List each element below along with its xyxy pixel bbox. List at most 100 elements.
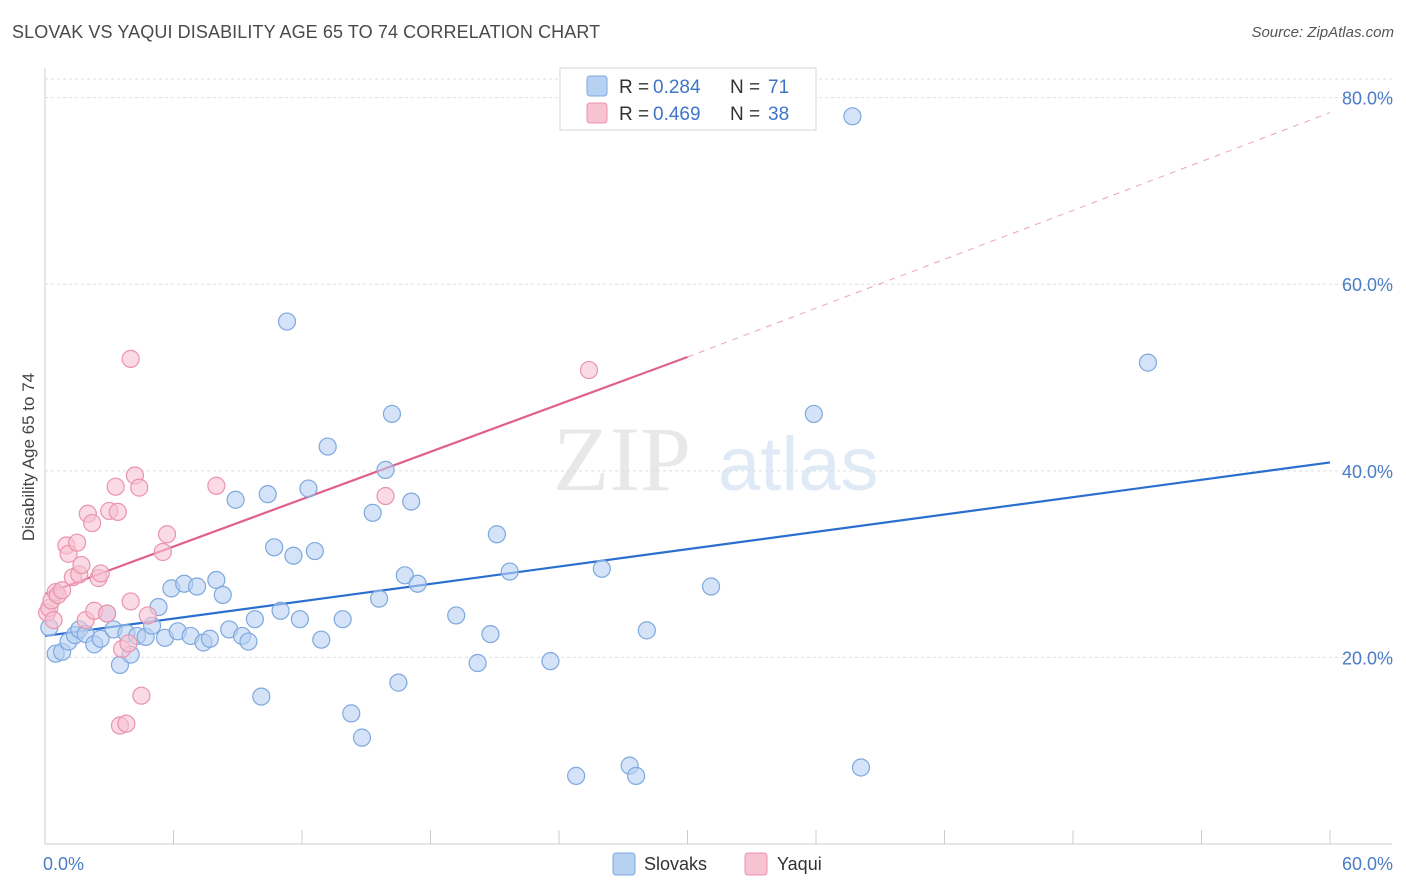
x-tick-label-start: 0.0% <box>43 854 84 874</box>
point-yaqui-34 <box>157 525 177 544</box>
data-points <box>38 107 1158 785</box>
point-slovaks-31 <box>239 632 258 651</box>
point-yaqui-22 <box>108 502 127 521</box>
point-slovaks-51 <box>389 673 408 692</box>
x-tick-label-end: 60.0% <box>1342 854 1393 874</box>
point-slovaks-33 <box>252 687 271 706</box>
point-slovaks-43 <box>318 437 337 456</box>
bottom-legend-label-slovaks: Slovaks <box>644 854 707 874</box>
tick-labels: 20.0% 40.0% 60.0% 80.0% 0.0% 60.0% <box>43 89 1393 874</box>
grid-lines <box>45 78 1392 658</box>
legend-r-label-slovaks: R = <box>619 77 649 98</box>
point-slovaks-67 <box>804 404 823 424</box>
y-tick-label-40: 40.0% <box>1342 462 1393 482</box>
bottom-legend-swatch-slovaks <box>612 852 636 876</box>
point-slovaks-53 <box>402 492 421 511</box>
point-yaqui-3 <box>44 610 63 630</box>
point-slovaks-57 <box>481 624 500 644</box>
point-slovaks-37 <box>277 312 297 331</box>
y-axis-title: Disability Age 65 to 74 <box>19 373 38 541</box>
point-slovaks-52 <box>395 566 414 585</box>
trend-lines <box>44 112 1331 638</box>
point-slovaks-27 <box>213 585 232 605</box>
point-slovaks-40 <box>299 479 318 498</box>
point-yaqui-25 <box>117 714 136 733</box>
point-yaqui-10 <box>68 533 87 552</box>
point-yaqui-26 <box>119 634 138 653</box>
point-slovaks-44 <box>333 610 352 629</box>
bottom-legend-label-yaqui: Yaqui <box>777 854 822 874</box>
point-yaqui-27 <box>121 592 140 611</box>
trend-line-slovaks <box>44 461 1331 638</box>
point-yaqui-19 <box>98 604 117 623</box>
watermark-atlas: atlas <box>718 422 879 507</box>
point-slovaks-42 <box>312 630 331 649</box>
legend-n-value-slovaks: 71 <box>768 77 789 98</box>
point-yaqui-31 <box>132 686 151 705</box>
legend-r-label-yaqui: R = <box>619 104 649 125</box>
chart-title: SLOVAK VS YAQUI DISABILITY AGE 65 TO 74 … <box>12 22 601 42</box>
point-slovaks-46 <box>352 728 372 747</box>
legend-n-label-slovaks: N = <box>730 77 760 98</box>
point-slovaks-60 <box>541 652 560 671</box>
point-yaqui-6 <box>53 581 72 600</box>
point-slovaks-65 <box>637 621 656 640</box>
point-slovaks-66 <box>701 577 721 596</box>
point-slovaks-70 <box>1138 353 1158 372</box>
point-slovaks-48 <box>370 589 389 608</box>
y-tick-label-80: 80.0% <box>1342 89 1393 109</box>
trend-line-yaqui <box>44 355 688 596</box>
point-yaqui-32 <box>138 606 157 625</box>
point-yaqui-35 <box>207 476 226 495</box>
point-slovaks-35 <box>265 538 284 557</box>
y-tick-label-60: 60.0% <box>1342 275 1393 295</box>
series-legend: Slovaks Yaqui <box>612 852 822 876</box>
point-slovaks-8 <box>91 629 110 648</box>
watermark-zip: ZIP <box>553 408 691 510</box>
point-slovaks-64 <box>626 766 646 785</box>
point-slovaks-39 <box>290 610 309 629</box>
point-yaqui-30 <box>130 478 149 497</box>
point-yaqui-21 <box>106 477 125 496</box>
point-slovaks-23 <box>187 577 207 596</box>
point-yaqui-12 <box>72 555 91 575</box>
legend-r-value-yaqui: 0.469 <box>653 104 701 125</box>
point-yaqui-37 <box>579 360 599 380</box>
point-slovaks-47 <box>363 503 382 522</box>
legend-r-value-slovaks: 0.284 <box>653 77 701 98</box>
point-yaqui-18 <box>91 564 110 583</box>
point-slovaks-36 <box>271 601 290 620</box>
point-yaqui-36 <box>376 486 395 506</box>
point-yaqui-33 <box>153 542 172 562</box>
point-yaqui-28 <box>121 349 140 368</box>
point-slovaks-61 <box>567 766 586 785</box>
legend-n-value-yaqui: 38 <box>768 104 789 125</box>
point-slovaks-41 <box>305 541 324 561</box>
point-slovaks-56 <box>468 653 487 673</box>
point-slovaks-29 <box>226 490 245 509</box>
point-slovaks-58 <box>487 525 506 544</box>
point-slovaks-59 <box>500 562 519 581</box>
trend-line-yaqui-extension <box>687 112 1331 358</box>
legend-swatch-slovaks <box>586 75 608 97</box>
point-slovaks-38 <box>284 546 303 565</box>
correlation-legend: R = 0.284 N = 71 R = 0.469 N = 38 <box>559 67 817 131</box>
point-slovaks-25 <box>200 629 220 648</box>
axes <box>44 68 1392 845</box>
point-slovaks-68 <box>843 107 862 126</box>
point-slovaks-55 <box>447 606 466 625</box>
point-yaqui-15 <box>83 513 102 533</box>
point-slovaks-69 <box>851 758 871 777</box>
source-credit: Source: ZipAtlas.com <box>1251 24 1394 41</box>
legend-n-label-yaqui: N = <box>730 104 760 125</box>
legend-swatch-yaqui <box>586 102 608 124</box>
point-slovaks-32 <box>245 610 264 629</box>
bottom-legend-swatch-yaqui <box>744 852 768 876</box>
point-slovaks-50 <box>382 404 402 424</box>
point-slovaks-54 <box>408 574 427 593</box>
y-tick-label-20: 20.0% <box>1342 648 1393 668</box>
point-slovaks-62 <box>592 559 611 578</box>
point-slovaks-45 <box>342 704 361 723</box>
point-slovaks-49 <box>376 460 395 479</box>
